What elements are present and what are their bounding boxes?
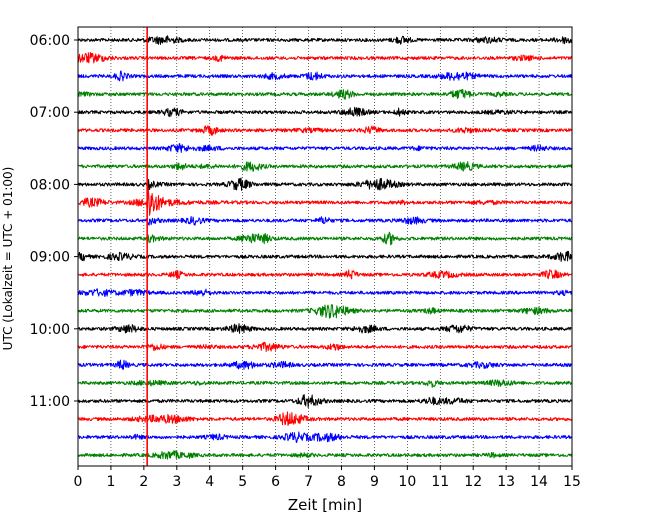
y-tick-label: 07:00 [30,105,70,121]
trace-line [77,143,573,153]
x-tick-label: 12 [464,474,482,490]
x-tick-label: 9 [370,474,379,490]
trace-line [77,341,573,352]
trace-line [77,431,573,444]
trace-line [77,304,573,319]
x-tick-label: 5 [238,474,247,490]
y-tick-label: 11:00 [30,394,70,410]
vertical-grid [110,27,540,466]
trace-line [77,379,573,388]
x-tick-label: 1 [106,474,115,490]
x-tick-label: 3 [172,474,181,490]
x-tick-label: 4 [205,474,214,490]
trace-line [77,269,573,280]
x-tick-label: 6 [271,474,280,490]
trace-line [77,231,573,246]
trace-line [77,323,573,334]
y-tick-label: 10:00 [30,322,70,338]
seismogram-traces [77,35,573,460]
y-axis-ticks: 06:00 07:00 08:00 09:00 10:00 11:00 [30,33,78,410]
trace-line [77,89,573,100]
trace-line [77,125,573,136]
trace-line [77,187,573,216]
y-axis-label: UTC (Lokalzeit = UTC + 01:00) [1,167,15,351]
trace-line [77,215,573,226]
x-tick-label: 8 [337,474,346,490]
trace-line [77,450,573,460]
x-tick-label: 7 [304,474,313,490]
trace-line [77,35,573,45]
trace-line [77,394,573,408]
x-tick-label: 2 [139,474,148,490]
trace-line [77,359,573,370]
plot-frame [77,26,573,467]
x-tick-label: 14 [530,474,548,490]
y-tick-label: 08:00 [30,177,70,193]
trace-line [77,411,573,426]
trace-line [77,106,573,118]
trace-line [77,161,573,172]
x-tick-label: 11 [431,474,449,490]
x-tick-label: 13 [497,474,515,490]
x-axis-label: Zeit [min] [288,496,362,514]
y-tick-label: 09:00 [30,250,70,266]
trace-line [77,250,573,262]
x-tick-label: 0 [74,474,83,490]
trace-line [77,70,573,82]
y-tick-label: 06:00 [30,33,70,49]
trace-line [77,51,573,64]
x-tick-label: 15 [563,474,581,490]
x-axis-ticks: 0 1 2 3 4 5 6 7 8 9 10 11 12 13 14 15 [74,466,581,490]
x-tick-label: 10 [398,474,416,490]
trace-line [77,288,573,297]
trace-line [77,177,573,191]
